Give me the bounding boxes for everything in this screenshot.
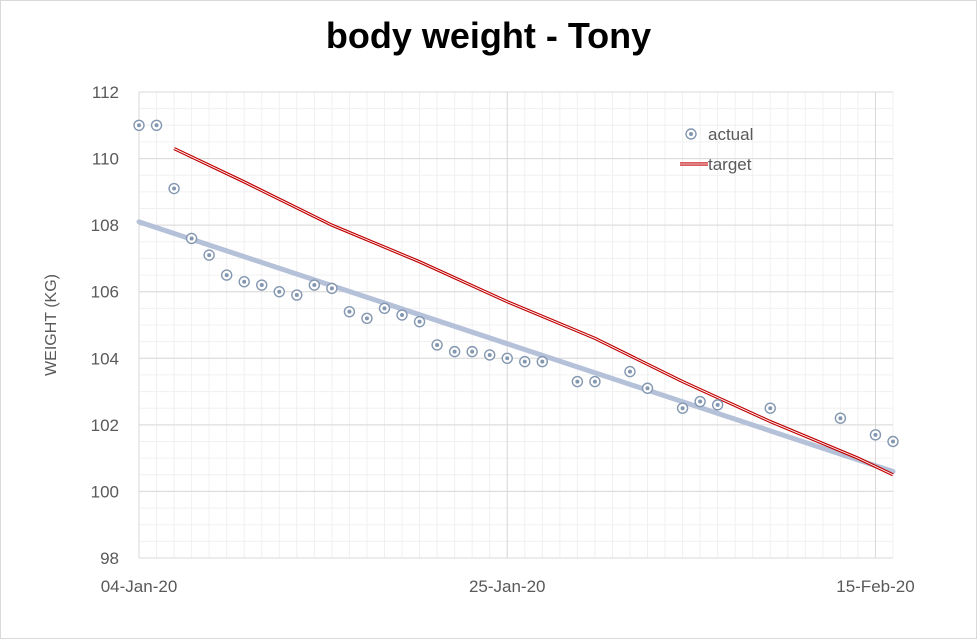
actual-point-dot xyxy=(627,369,632,374)
actual-point-dot xyxy=(698,399,703,404)
actual-point-dot xyxy=(347,309,352,314)
actual-point-dot xyxy=(312,283,317,288)
y-tick-label: 106 xyxy=(91,283,119,302)
actual-point-dot xyxy=(329,286,334,291)
actual-point-dot xyxy=(891,439,895,444)
x-tick-label: 25-Jan-20 xyxy=(469,577,546,596)
actual-point-dot xyxy=(242,279,247,284)
actual-point-dot xyxy=(294,293,299,298)
x-tick-label: 15-Feb-20 xyxy=(836,577,914,596)
actual-point-dot xyxy=(838,416,843,421)
legend-actual-label: actual xyxy=(708,125,753,144)
actual-point-dot xyxy=(873,432,878,437)
actual-point-dot xyxy=(189,236,194,241)
actual-point-dot xyxy=(592,379,597,384)
y-tick-label: 98 xyxy=(100,549,119,568)
actual-point-dot xyxy=(645,386,650,391)
actual-point-dot xyxy=(224,273,229,278)
actual-point-dot xyxy=(505,356,510,361)
actual-point-dot xyxy=(540,359,545,364)
actual-point-dot xyxy=(172,186,177,191)
actual-point-dot xyxy=(435,342,440,347)
actual-point-dot xyxy=(680,406,685,411)
chart-title: body weight - Tony xyxy=(325,15,652,56)
y-tick-label: 102 xyxy=(91,416,119,435)
actual-point-dot xyxy=(382,306,387,311)
actual-point-dot xyxy=(768,406,773,411)
actual-point-dot xyxy=(259,283,264,288)
actual-point-dot xyxy=(417,319,422,324)
legend-target-label: target xyxy=(708,155,752,174)
actual-point-dot xyxy=(364,316,369,321)
target-line-inner xyxy=(173,148,894,476)
y-axis-label: WEIGHT (KG) xyxy=(43,274,60,376)
actual-point-dot xyxy=(452,349,457,354)
actual-point-dot xyxy=(470,349,475,354)
actual-point-dot xyxy=(575,379,580,384)
y-tick-label: 104 xyxy=(91,349,119,368)
actual-point-dot xyxy=(487,352,492,357)
y-tick-label: 108 xyxy=(91,216,119,235)
actual-point-dot xyxy=(277,289,282,294)
y-tick-label: 100 xyxy=(91,482,119,501)
y-tick-label: 112 xyxy=(92,83,119,102)
actual-point-dot xyxy=(522,359,527,364)
y-tick-label: 110 xyxy=(92,150,119,169)
legend-actual-marker-dot xyxy=(689,132,693,136)
actual-point-dot xyxy=(207,253,212,258)
x-tick-label: 04-Jan-20 xyxy=(101,577,178,596)
actual-point-dot xyxy=(715,402,720,407)
trendline xyxy=(136,219,896,474)
actual-point-dot xyxy=(154,123,159,128)
target-line xyxy=(173,147,894,477)
actual-point-dot xyxy=(137,123,141,128)
actual-point-dot xyxy=(400,313,405,318)
